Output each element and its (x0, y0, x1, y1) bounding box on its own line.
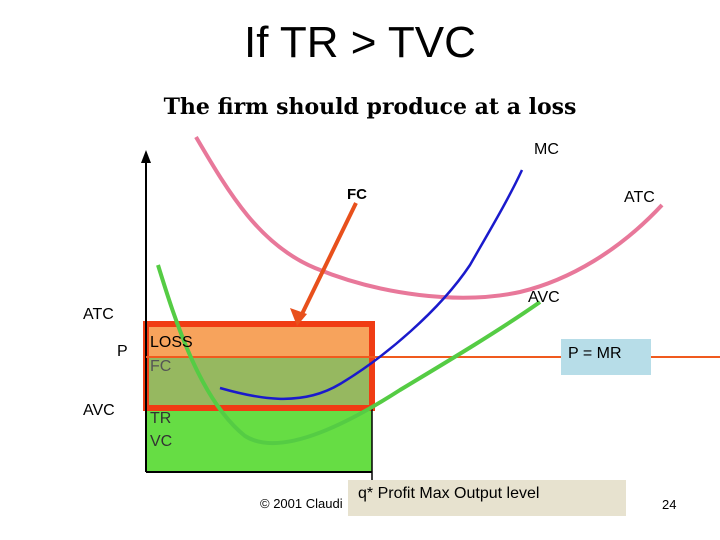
atc-axis-label: ATC (83, 306, 114, 323)
price-label: P = MR (568, 345, 622, 362)
p-axis-label: P (117, 343, 128, 360)
loss-area-label: LOSS (150, 334, 193, 351)
atc-curve (194, 135, 664, 300)
mc-label: MC (534, 141, 559, 158)
fc-pointer-label: FC (347, 186, 367, 203)
page-number: 24 (662, 497, 677, 512)
avc-curve-label: AVC (528, 289, 560, 306)
vc-area-label: VC (150, 433, 173, 450)
quantity-label-box (348, 480, 626, 516)
fc-area (146, 357, 372, 408)
atc-curve-label: ATC (624, 189, 655, 206)
price-label-box (561, 339, 651, 375)
y-axis-arrow (141, 150, 151, 163)
fc-arrow-line (300, 202, 358, 315)
slide-title: If TR > TVC (244, 18, 476, 67)
fc-arrow-head (290, 308, 307, 326)
avc-axis-label: AVC (83, 402, 115, 419)
avc-curve (156, 264, 542, 446)
mc-curve (219, 169, 524, 401)
fc-area-label: FC (150, 358, 172, 375)
slide-subtitle: The firm should produce at a loss (163, 94, 577, 120)
copyright-text: © 2001 Claudi (260, 496, 343, 511)
quantity-label: q* Profit Max Output level (358, 485, 540, 502)
tr-area-label: TR (150, 410, 172, 427)
